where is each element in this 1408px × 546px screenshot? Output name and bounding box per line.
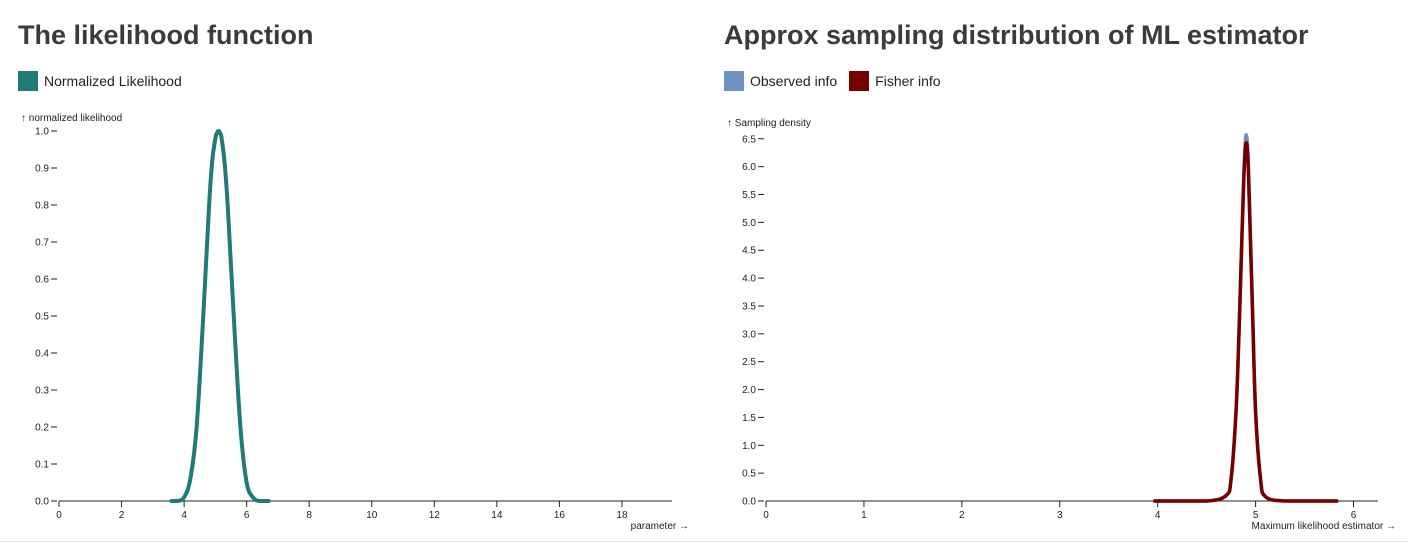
chart0-x-tick-label: 8	[306, 510, 312, 521]
chart1-y-tick-label: 3.5	[742, 301, 756, 312]
sampling-legend: Observed info Fisher info	[724, 71, 941, 91]
legend-label-fisher-info: Fisher info	[875, 73, 941, 89]
chart1-y-axis-label: ↑ Sampling density	[727, 118, 811, 129]
chart1-series-line-observed-info	[1152, 133, 1339, 503]
chart0-y-tick-label: 0.9	[35, 164, 49, 175]
chart1-x-tick-label: 0	[763, 510, 769, 521]
chart0-x-tick-label: 18	[616, 510, 628, 521]
likelihood-legend: Normalized Likelihood	[18, 71, 182, 91]
chart1-x-tick-label: 1	[861, 510, 867, 521]
chart1-y-tick-label: 1.0	[742, 441, 756, 452]
chart0-x-tick-label: 2	[119, 510, 125, 521]
chart0-x-tick-label: 16	[554, 510, 566, 521]
legend-swatch-observed-info	[724, 71, 744, 91]
chart1-x-tick-label: 2	[959, 510, 965, 521]
legend-label-observed-info: Observed info	[750, 73, 838, 89]
legend-item-fisher-info: Fisher info	[849, 71, 941, 91]
chart0-y-tick-label: 0.2	[35, 423, 49, 434]
chart1-y-tick-label: 4.0	[742, 274, 756, 285]
chart0-x-tick-label: 12	[429, 510, 441, 521]
chart1-x-axis-label: Maximum likelihood estimator →	[1252, 521, 1397, 532]
chart1-series-line-fisher-info	[1152, 141, 1339, 503]
chart0-x-axis-label: parameter →	[631, 521, 689, 532]
chart0-y-tick-label: 0.7	[35, 238, 49, 249]
chart1-x-tick-label: 4	[1155, 510, 1161, 521]
chart1-y-tick-label: 2.5	[742, 357, 756, 368]
likelihood-panel: The likelihood function Normalized Likel…	[0, 0, 700, 546]
chart1-y-tick-label: 0.0	[742, 497, 756, 508]
chart1-y-tick-label: 3.0	[742, 329, 756, 340]
chart0-y-tick-label: 0.8	[35, 201, 49, 212]
legend-item-normalized-likelihood: Normalized Likelihood	[18, 71, 182, 91]
chart0-x-tick-label: 6	[244, 510, 250, 521]
chart1-y-tick-label: 0.5	[742, 469, 756, 480]
legend-item-observed-info: Observed info	[724, 71, 837, 91]
chart1-x-tick-label: 6	[1351, 510, 1357, 521]
page-divider	[0, 541, 1408, 542]
likelihood-chart: ↑ normalized likelihood 0.0 0.1 0.2 0.3 0.4 0.…	[21, 113, 689, 532]
legend-swatch-normalized-likelihood	[18, 71, 38, 91]
chart0-x-tick-label: 0	[56, 510, 62, 521]
chart0-y-tick-label: 1.0	[35, 127, 49, 138]
chart1-y-tick-label: 4.5	[742, 246, 756, 257]
sampling-panel: Approx sampling distribution of ML estim…	[706, 0, 1408, 546]
chart1-y-tick-label: 5.0	[742, 218, 756, 229]
chart1-x-tick-label: 5	[1253, 510, 1259, 521]
legend-swatch-fisher-info	[849, 71, 870, 91]
chart1-y-tick-label: 1.5	[742, 413, 756, 424]
chart1-y-tick-label: 6.5	[742, 134, 756, 145]
chart0-x-tick-label: 10	[366, 510, 378, 521]
chart0-y-tick-label: 0.1	[35, 460, 49, 471]
chart0-y-tick-label: 0.0	[35, 497, 49, 508]
chart1-y-tick-label: 2.0	[742, 385, 756, 396]
chart1-x-tick-label: 3	[1057, 510, 1063, 521]
chart0-y-axis-label: ↑ normalized likelihood	[21, 113, 122, 124]
likelihood-chart-title: The likelihood function	[18, 20, 314, 50]
chart0-y-tick-label: 0.5	[35, 312, 49, 323]
sampling-chart-title: Approx sampling distribution of ML estim…	[724, 20, 1309, 50]
legend-label-normalized-likelihood: Normalized Likelihood	[44, 73, 182, 89]
chart0-y-tick-label: 0.6	[35, 275, 49, 286]
chart1-y-tick-label: 5.5	[742, 190, 756, 201]
chart0-x-tick-label: 4	[181, 510, 187, 521]
chart0-y-tick-label: 0.3	[35, 386, 49, 397]
sampling-chart: ↑ Sampling density 0.0 0.5 1.0 1.5 2.0 2.5 3.0 3…	[727, 118, 1397, 532]
chart0-series-line-normalized-likelihood	[169, 129, 271, 504]
chart0-y-tick-label: 0.4	[35, 349, 49, 360]
chart1-y-tick-label: 6.0	[742, 162, 756, 173]
chart0-x-tick-label: 14	[491, 510, 503, 521]
